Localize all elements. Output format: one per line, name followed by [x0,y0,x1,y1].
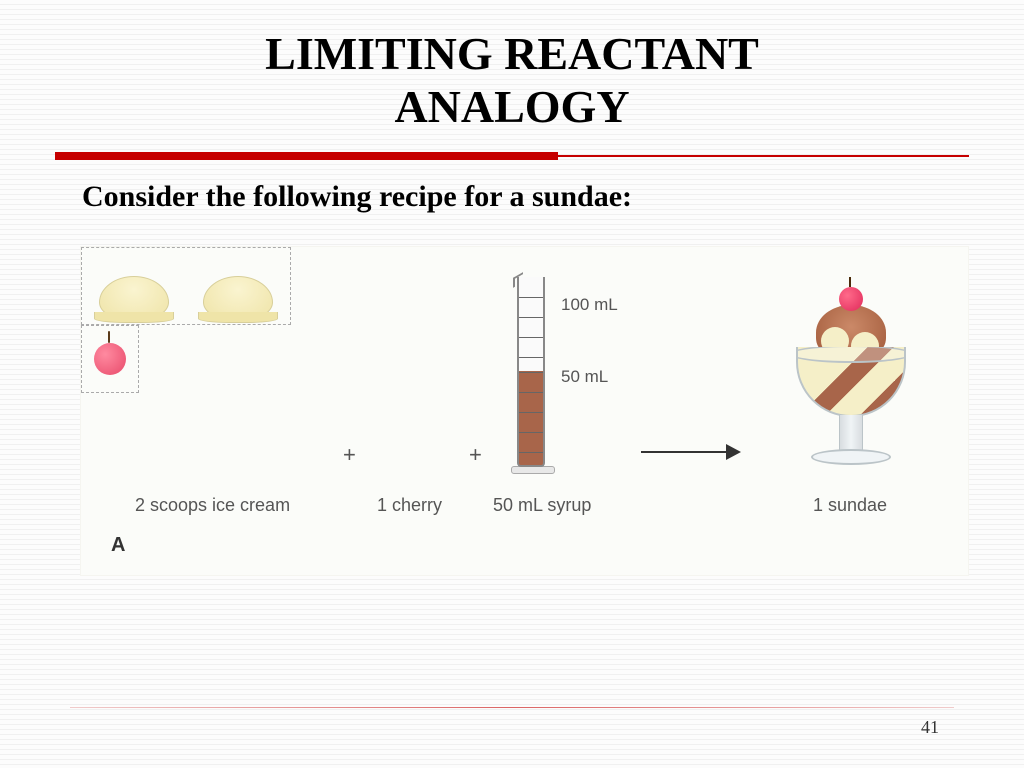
cylinder-mark-100: 100 mL [561,295,618,315]
ice-cream-scoop-icon [99,276,169,320]
cherry-label: 1 cherry [377,495,442,516]
title-line-1: LIMITING REACTANT [265,28,759,79]
arrow-line [641,451,726,453]
cylinder-spout [513,272,523,288]
sundae-bowl [796,347,906,417]
arrow-head [726,444,741,460]
graduation-mark [519,372,543,373]
syrup-label: 50 mL syrup [493,495,591,516]
graduation-mark [519,452,543,453]
title-line-2: ANALOGY [394,81,629,132]
rule-thin [558,155,969,157]
cherry-icon [94,343,126,375]
subtitle: Consider the following recipe for a sund… [82,180,1024,214]
recipe-diagram: 2 scoops ice cream + 1 cherry + 100 mL 5… [80,246,969,576]
sundae-stem [839,415,863,453]
cherry-ingredient [81,325,139,393]
graduated-cylinder-icon [511,277,551,487]
plus-operator: + [469,442,482,468]
graduation-mark [519,337,543,338]
graduation-mark [519,297,543,298]
page-number: 41 [921,717,939,738]
graduation-mark [519,357,543,358]
slide-title: LIMITING REACTANT ANALOGY [0,0,1024,134]
graduation-mark [519,412,543,413]
ice-cream-label: 2 scoops ice cream [135,495,290,516]
cylinder-base [511,466,555,474]
yields-arrow-icon [641,442,741,462]
footer-rule [70,707,954,708]
title-underline [55,152,969,160]
sundae-result-icon [781,287,921,487]
graduation-mark [519,392,543,393]
ice-cream-scoop-icon [203,276,273,320]
panel-letter: A [111,534,125,557]
graduation-mark [519,432,543,433]
cylinder-mark-50: 50 mL [561,367,608,387]
rule-thick [55,152,558,160]
sundae-label: 1 sundae [813,495,887,516]
sundae-foot [811,449,891,465]
cylinder-body [517,277,545,467]
sundae-cherry [839,287,863,311]
graduation-mark [519,317,543,318]
plus-operator: + [343,442,356,468]
ice-cream-ingredient [81,247,291,325]
